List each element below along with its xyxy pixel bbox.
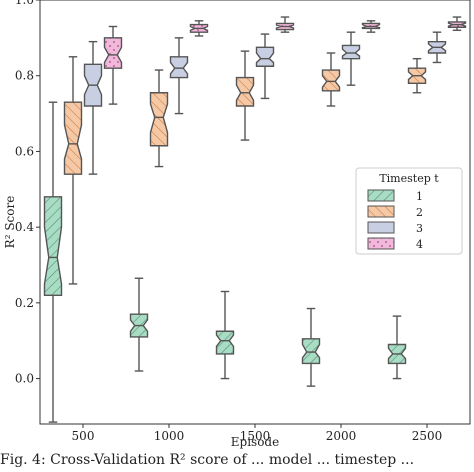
legend-label-4: 4 (416, 238, 423, 251)
box-outline (83, 63, 103, 107)
box-outline (215, 330, 235, 355)
box-outline (275, 22, 295, 31)
box-hatch (64, 102, 82, 175)
legend-swatch-hatch-1 (367, 189, 395, 202)
box-outline (321, 69, 341, 92)
box-4-1000 (189, 20, 209, 37)
box-group (43, 16, 467, 423)
box-fill (342, 45, 360, 59)
box-2-500 (63, 56, 83, 285)
box-outline (255, 46, 275, 67)
box-3-1000 (169, 37, 189, 115)
box-outline (63, 101, 83, 175)
x-tick-label: 2000 (326, 429, 357, 443)
y-tick-label: 0.4 (15, 220, 34, 234)
box-outline (235, 76, 255, 107)
box-1-2000 (301, 307, 321, 387)
box-outline (169, 56, 189, 79)
y-axis-title: R² Score (3, 196, 17, 249)
box-outline (361, 22, 381, 30)
box-outline (301, 338, 321, 365)
box-1-1000 (129, 277, 149, 372)
legend-title: Timestep t (379, 172, 439, 185)
box-hatch (236, 77, 254, 106)
box-outline (387, 343, 407, 365)
box-4-500 (103, 25, 123, 105)
legend-swatch-hatch-2 (367, 205, 395, 218)
legend-label-3: 3 (416, 222, 423, 235)
box-4-2500 (447, 16, 467, 31)
box-outline (341, 44, 361, 60)
x-tick-label: 1000 (154, 429, 185, 443)
y-tick-label: 0.0 (15, 372, 34, 386)
box-hatch (322, 70, 340, 91)
box-4-2000 (361, 20, 381, 33)
box-2-1000 (149, 69, 169, 168)
box-1-1500 (215, 290, 235, 380)
y-tick-label: 0.6 (15, 144, 34, 158)
box-2-2500 (407, 57, 427, 94)
x-axis: 500 1000 1500 2000 2500 (72, 424, 443, 443)
box-hatch (302, 338, 320, 364)
box-outline (103, 37, 123, 69)
legend-label-1: 1 (416, 190, 423, 203)
x-tick-label: 2500 (412, 429, 443, 443)
box-hatch (104, 37, 122, 69)
box-outline (129, 313, 149, 338)
box-1-500 (43, 101, 63, 423)
legend-swatch-hatch-4 (367, 237, 395, 250)
box-3-1500 (255, 33, 275, 100)
box-outline (189, 23, 209, 33)
box-hatch (216, 331, 234, 354)
box-4-1500 (275, 16, 295, 33)
figure-caption: Fig. 4: Cross-Validation R² score of ...… (0, 452, 415, 468)
box-3-2500 (427, 31, 447, 64)
box-outline (447, 21, 467, 28)
y-tick-label: 0.2 (15, 296, 34, 310)
x-axis-title: Episode (231, 435, 279, 449)
box-outline (407, 67, 427, 84)
y-axis: 0.0 0.2 0.4 0.6 0.8 1.0 (15, 0, 40, 386)
legend-label-2: 2 (416, 206, 423, 219)
box-fill (170, 56, 188, 78)
box-outline (427, 40, 447, 54)
box-2-1500 (235, 50, 255, 141)
box-outline (43, 196, 63, 296)
box-outline (149, 92, 169, 147)
x-tick-label: 1500 (240, 429, 271, 443)
box-hatch (44, 196, 62, 296)
box-fill (256, 47, 274, 67)
legend-swatch-3 (367, 221, 395, 234)
legend: Timestep t 1 2 3 4 (355, 167, 463, 255)
x-tick-label: 500 (72, 429, 95, 443)
box-3-2000 (341, 31, 361, 86)
y-tick-label: 1.0 (15, 0, 34, 7)
y-tick-label: 0.8 (15, 69, 34, 83)
box-hatch (150, 92, 168, 146)
box-2-2000 (321, 52, 341, 107)
box-plot-chart: 0.0 0.2 0.4 0.6 0.8 1.0 500 1000 1500 2000 2500 E… (3, 0, 471, 449)
box-1-2500 (387, 315, 407, 380)
box-3-500 (83, 40, 103, 175)
